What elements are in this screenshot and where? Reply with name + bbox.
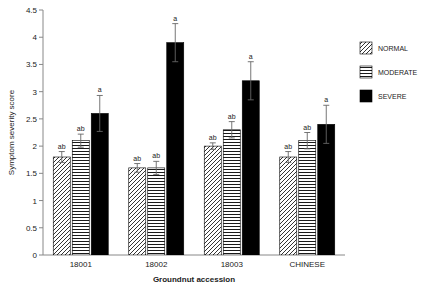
bar [148, 168, 165, 255]
significance-letter: ab [77, 125, 85, 132]
significance-letter: ab [303, 124, 311, 131]
legend-label: NORMAL [378, 45, 408, 52]
legend-swatch [360, 42, 372, 54]
bar [129, 168, 146, 255]
bar [53, 157, 70, 255]
bar [318, 124, 335, 255]
y-tick-label: 2.5 [26, 115, 38, 124]
error-bar [78, 134, 84, 147]
y-tick-label: 0.5 [26, 224, 38, 233]
bar [223, 130, 240, 255]
bar [280, 157, 297, 255]
y-tick-label: 0 [33, 251, 38, 260]
significance-letter: a [249, 53, 253, 60]
significance-letter: ab [284, 143, 292, 150]
y-tick [39, 173, 43, 174]
error-bar [59, 152, 65, 163]
bar [242, 81, 259, 255]
legend-swatch [360, 90, 372, 102]
significance-letter: ab [209, 134, 217, 141]
x-tick-label: CHINESE [289, 260, 325, 269]
y-tick [39, 255, 43, 256]
significance-letter: a [173, 15, 177, 22]
y-tick-label: 2 [33, 142, 38, 151]
y-axis [43, 10, 44, 255]
bar [299, 141, 316, 255]
legend: NORMAL MODERATE SEVERE [360, 42, 417, 102]
error-bar [97, 95, 103, 131]
y-tick-label: 4.5 [26, 6, 38, 15]
bar [72, 141, 89, 255]
error-bar [172, 24, 178, 62]
error-bar [134, 164, 140, 173]
error-bar [153, 161, 159, 174]
significance-letter: ab [152, 152, 160, 159]
legend-label: SEVERE [378, 93, 407, 100]
legend-label: MODERATE [378, 69, 417, 76]
y-tick-label: 4 [33, 33, 38, 42]
error-bar [285, 152, 291, 163]
error-bar [248, 62, 254, 100]
bar [167, 43, 184, 255]
error-bar [323, 105, 329, 143]
bar [91, 113, 108, 255]
x-tick-label: 18003 [221, 260, 244, 269]
y-tick [39, 118, 43, 119]
significance-letter: ab [58, 143, 66, 150]
y-tick-label: 1 [33, 197, 38, 206]
y-tick [39, 10, 43, 11]
y-tick [39, 200, 43, 201]
x-tick-label: 18002 [145, 260, 168, 269]
x-tick-label: 18001 [70, 260, 93, 269]
x-axis-label: Groundnut accession [153, 275, 235, 284]
error-bar [210, 143, 216, 150]
y-tick [39, 146, 43, 147]
bars [53, 24, 335, 255]
error-bar [229, 122, 235, 138]
error-bar [304, 133, 310, 149]
y-tick [39, 64, 43, 65]
y-tick [39, 227, 43, 228]
y-tick-label: 1.5 [26, 169, 38, 178]
y-axis-label: Symptom severity score [7, 89, 16, 175]
y-tick-label: 3.5 [26, 60, 38, 69]
y-tick [39, 37, 43, 38]
significance-letter: a [324, 96, 328, 103]
significance-letter: a [98, 86, 102, 93]
y-tick [39, 91, 43, 92]
significance-letter: ab [228, 113, 236, 120]
bar [204, 146, 221, 255]
legend-swatch [360, 66, 372, 78]
chart: 0 0.5 1 1.5 2 2.5 3 3.5 4 4.5 18001 ab ab a 18002 ab ab a… [0, 0, 433, 299]
significance-letter: ab [133, 155, 141, 162]
y-tick-label: 3 [33, 88, 38, 97]
